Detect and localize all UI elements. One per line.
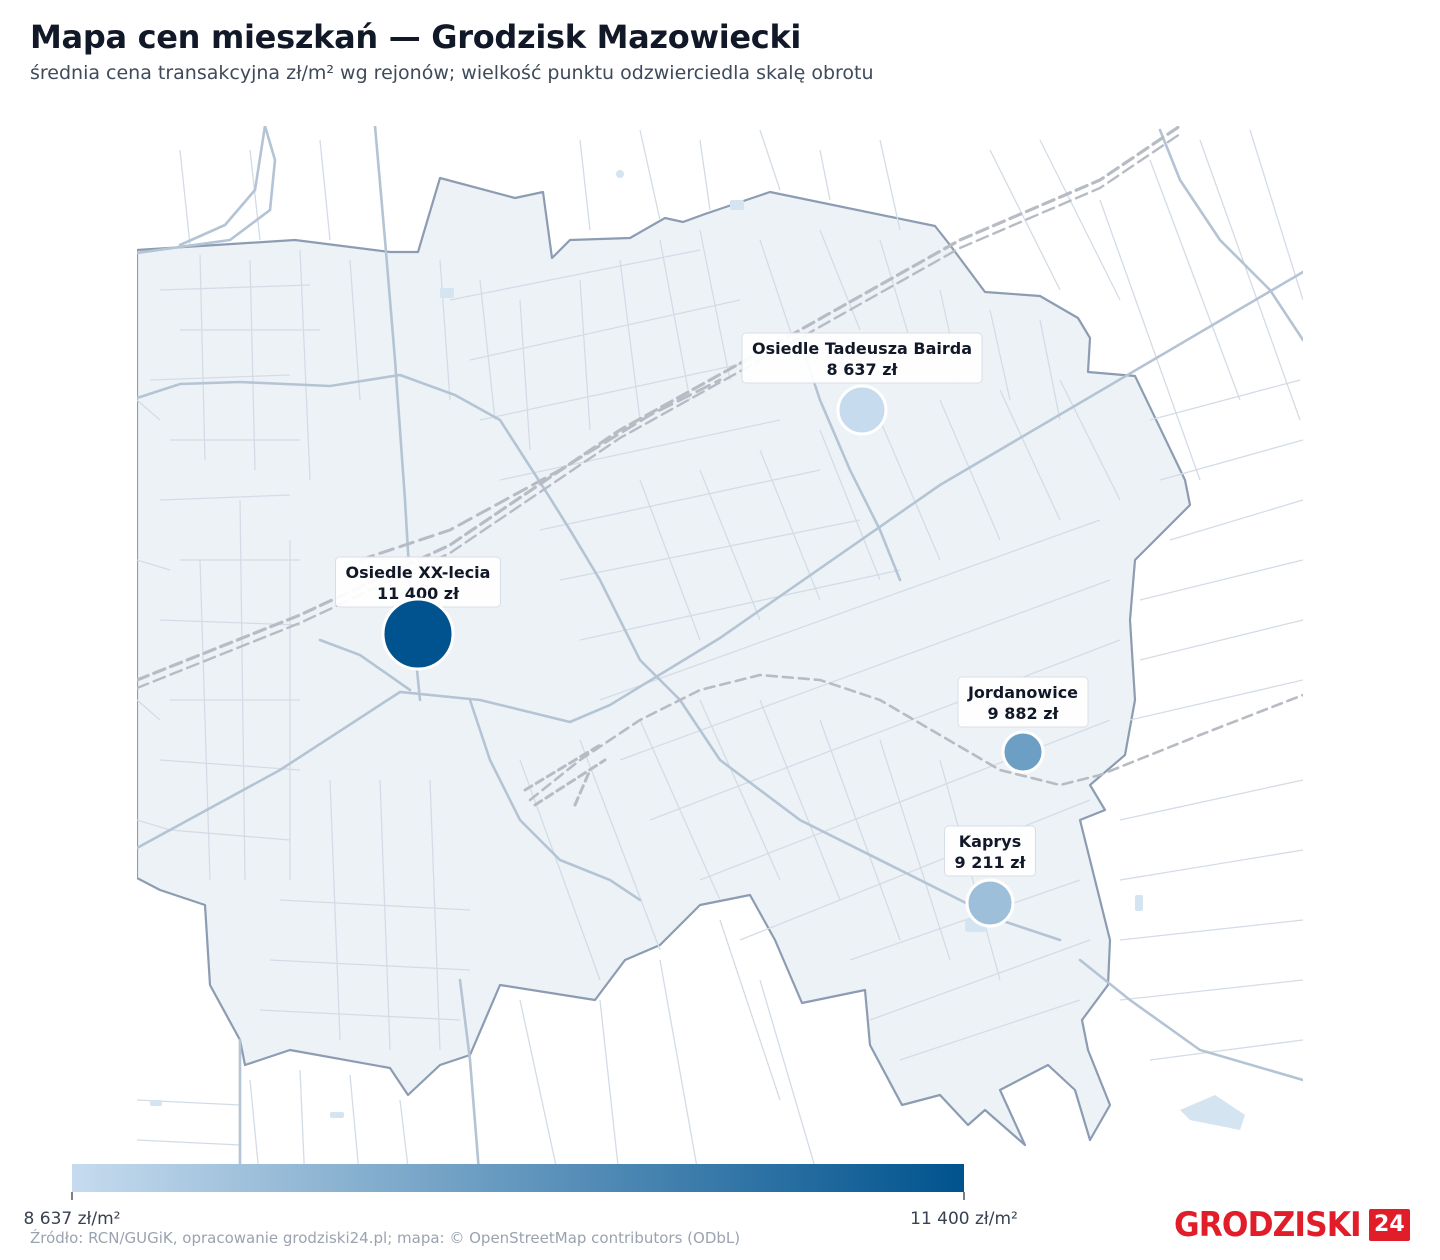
source-note: Źródło: RCN/GUGiK, opracowanie grodziski… — [30, 1229, 741, 1247]
logo-word: GRODZISKI — [1174, 1205, 1362, 1245]
district-name: Osiedle Tadeusza Bairda — [752, 339, 972, 358]
legend-max-label: 11 400 zł/m² — [910, 1209, 1018, 1229]
district-label-box — [741, 332, 983, 384]
grodziski24-logo[interactable]: GRODZISKI 24 — [1174, 1206, 1410, 1244]
district-markers: Osiedle Tadeusza Bairda 8 637 zł Osiedle X… — [335, 332, 1089, 928]
railways — [137, 126, 1303, 807]
page-subtitle: średnia cena transakcyjna zł/m² wg rejon… — [30, 62, 874, 84]
district-marker[interactable] — [836, 384, 888, 436]
district-label-box — [957, 676, 1089, 728]
district-name: Osiedle XX-lecia — [346, 563, 491, 582]
district-marker[interactable] — [381, 597, 455, 671]
main-roads — [137, 126, 1303, 1184]
district-price: 8 637 zł — [827, 360, 899, 379]
district-marker[interactable] — [1001, 730, 1045, 774]
city-boundary — [137, 176, 1192, 1147]
district-label-box — [944, 825, 1036, 877]
minor-streets — [137, 129, 1303, 1184]
district-price: 9 882 zł — [988, 704, 1060, 723]
logo-number: 24 — [1369, 1209, 1410, 1241]
page-title: Mapa cen mieszkań — Grodzisk Mazowiecki — [30, 18, 802, 56]
legend-min-label: 8 637 zł/m² — [24, 1209, 121, 1229]
district-jordanowice[interactable]: Jordanowice 9 882 zł — [957, 676, 1089, 774]
district-osiedle-tadeusza-bairda[interactable]: Osiedle Tadeusza Bairda 8 637 zł — [741, 332, 983, 436]
district-name: Kaprys — [959, 832, 1022, 851]
district-kaprys[interactable]: Kaprys 9 211 zł — [944, 825, 1036, 928]
district-name: Jordanowice — [967, 683, 1078, 702]
district-price: 11 400 zł — [377, 584, 460, 603]
district-marker[interactable] — [965, 878, 1015, 928]
price-legend: 8 637 zł/m² 11 400 zł/m² — [24, 1164, 1018, 1229]
district-osiedle-xx-lecia[interactable]: Osiedle XX-lecia 11 400 zł — [335, 556, 501, 671]
district-price: 9 211 zł — [955, 853, 1027, 872]
basemap — [137, 126, 1303, 1184]
legend-colorbar — [72, 1164, 964, 1192]
